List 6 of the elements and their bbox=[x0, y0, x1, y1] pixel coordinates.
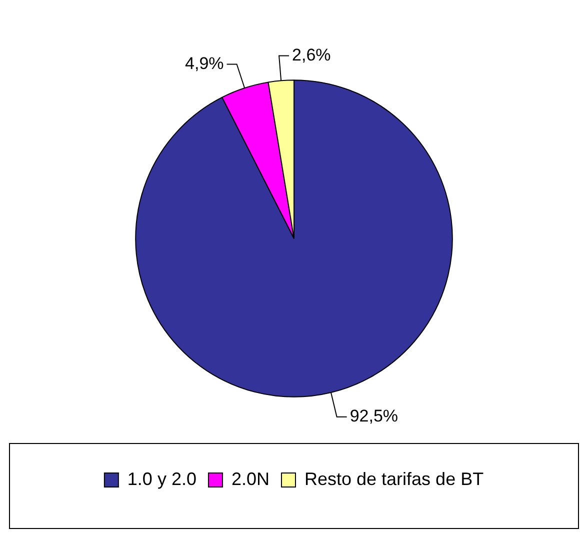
legend-label: 1.0 y 2.0 bbox=[127, 468, 196, 489]
legend-label: 2.0N bbox=[231, 468, 270, 489]
data-label: 4,9% bbox=[185, 54, 224, 73]
legend-label: Resto de tarifas de BT bbox=[304, 468, 484, 489]
data-label: 2,6% bbox=[292, 45, 331, 64]
data-label: 92,5% bbox=[350, 406, 398, 426]
